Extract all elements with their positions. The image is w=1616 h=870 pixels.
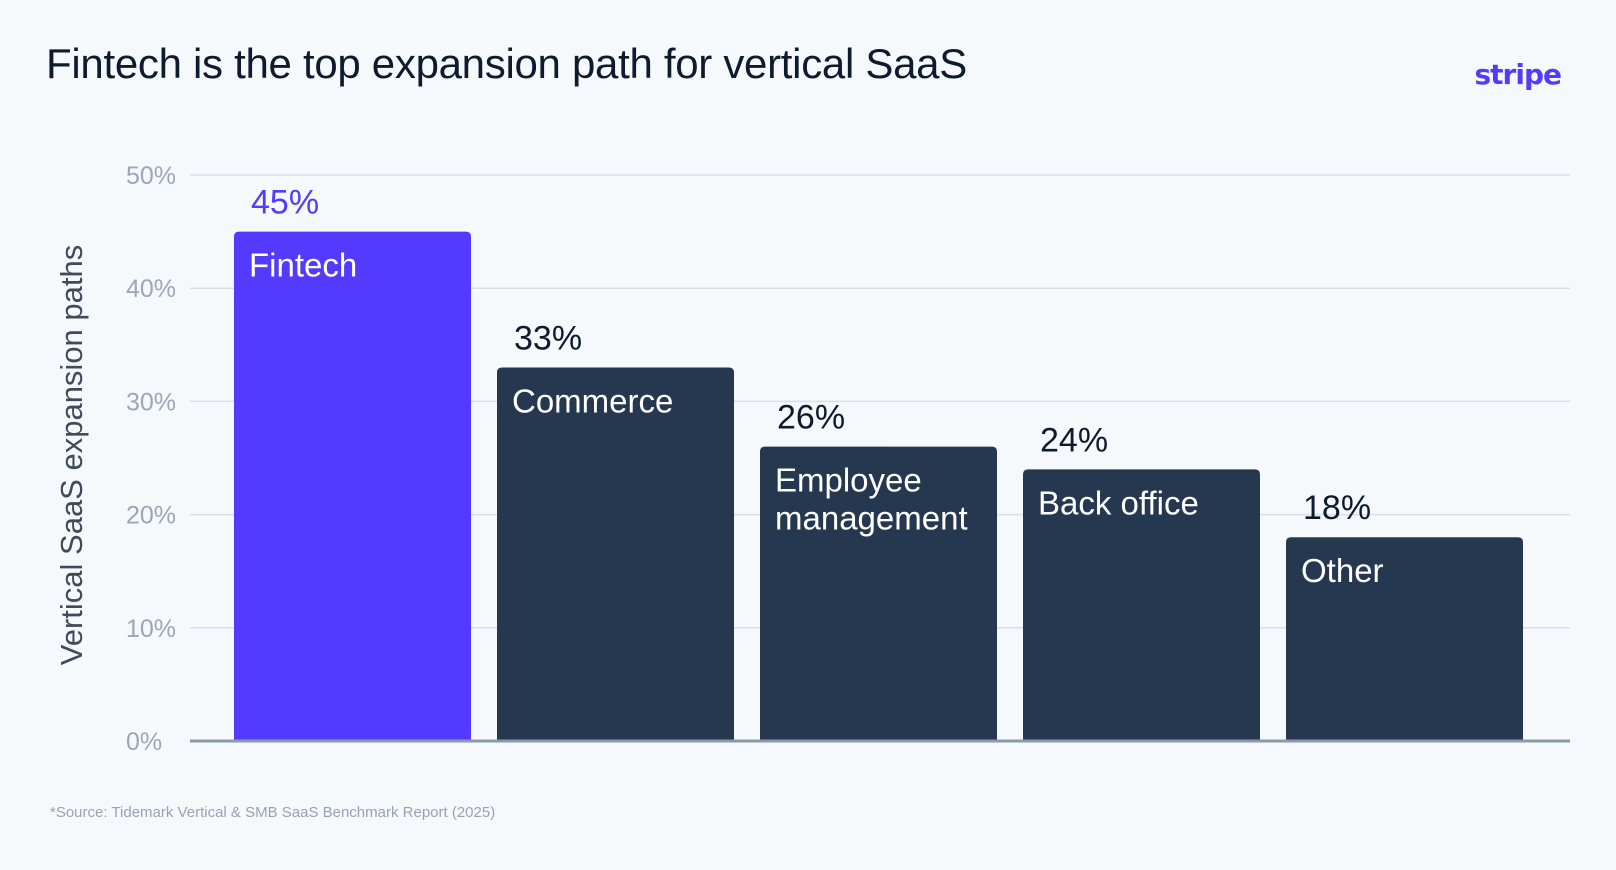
chart-title: Fintech is the top expansion path for ve… xyxy=(46,40,967,87)
source-note: *Source: Tidemark Vertical & SMB SaaS Be… xyxy=(50,804,496,821)
value-label: 45% xyxy=(251,184,319,222)
value-label: 24% xyxy=(1040,421,1108,459)
y-tick-label: 30% xyxy=(126,388,176,416)
value-label: 26% xyxy=(777,399,845,437)
y-tick-label: 10% xyxy=(126,615,176,643)
y-tick-label: 0% xyxy=(126,728,162,756)
category-label: Employee xyxy=(775,462,922,499)
bar xyxy=(760,446,997,741)
category-label: Fintech xyxy=(249,247,357,284)
category-label: Other xyxy=(1301,552,1384,589)
value-label: 33% xyxy=(514,319,582,357)
category-label: management xyxy=(775,500,968,537)
y-tick-label: 40% xyxy=(126,275,176,303)
bar xyxy=(1023,469,1260,741)
value-label: 18% xyxy=(1303,489,1371,527)
category-label: Back office xyxy=(1038,484,1199,521)
category-label: Commerce xyxy=(512,382,673,419)
bar xyxy=(234,231,471,741)
y-tick-label: 50% xyxy=(126,162,176,190)
stripe-logo: stripe xyxy=(1474,58,1562,91)
bar xyxy=(497,367,734,741)
y-tick-label: 20% xyxy=(126,502,176,530)
bar xyxy=(1286,537,1523,741)
